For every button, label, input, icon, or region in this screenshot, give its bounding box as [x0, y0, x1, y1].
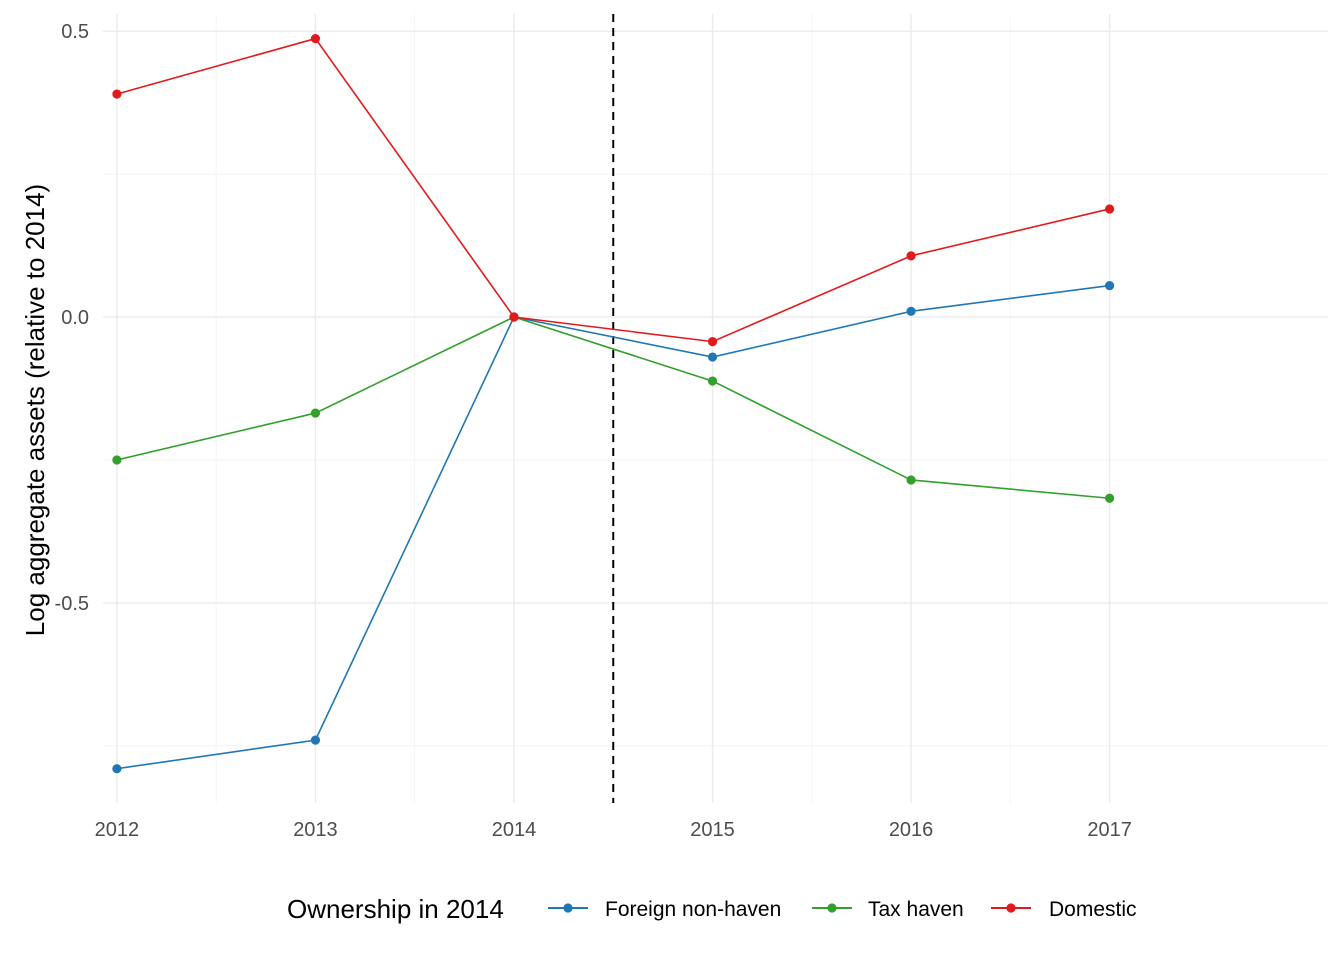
data-point [112, 89, 122, 99]
data-point [707, 352, 718, 362]
series-group [112, 33, 1115, 774]
legend-key-marker [827, 903, 837, 913]
y-tick-label: -0.5 [55, 593, 89, 615]
series-line [116, 284, 1110, 770]
data-point [1105, 204, 1115, 214]
legend-label: Tax haven [868, 898, 964, 921]
legend-title: Ownership in 2014 [287, 894, 504, 924]
grid [103, 14, 1328, 803]
data-point [112, 764, 122, 774]
data-point [310, 33, 321, 44]
legend-key-marker [563, 903, 573, 913]
legend-item: Foreign non-haven [548, 898, 781, 921]
series-line [116, 37, 1110, 343]
data-point [707, 337, 718, 347]
legend-item: Domestic [991, 898, 1137, 921]
data-point [112, 455, 122, 465]
y-axis-title: Log aggregate assets (relative to 2014) [20, 184, 50, 636]
data-point [906, 251, 916, 261]
x-tick-label: 2016 [889, 819, 934, 841]
legend-item: Tax haven [812, 898, 964, 921]
x-tick-label: 2012 [95, 819, 140, 841]
series-domestic [112, 33, 1115, 347]
axes: 2012 2013 2014 2015 2016 2017 0.5 0.0 -0.5 [55, 21, 1132, 841]
data-point [906, 475, 916, 485]
data-point [1105, 493, 1115, 503]
x-tick-label: 2014 [492, 819, 537, 841]
data-point [707, 376, 718, 386]
legend-key-marker [1006, 903, 1016, 913]
data-point [509, 312, 519, 322]
x-tick-label: 2015 [690, 819, 735, 841]
data-point [906, 306, 916, 316]
x-tick-label: 2017 [1087, 819, 1132, 841]
legend-label: Domestic [1049, 898, 1137, 921]
y-tick-label: 0.0 [61, 307, 89, 329]
legend-items: Foreign non-haven Tax haven Domestic [548, 898, 1137, 921]
data-point [1105, 280, 1115, 291]
legend-label: Foreign non-haven [605, 898, 781, 921]
legend: Ownership in 2014 Foreign non-haven Tax h… [287, 894, 1137, 924]
y-tick-label: 0.5 [61, 21, 89, 43]
data-point [310, 735, 321, 745]
x-tick-label: 2013 [293, 819, 338, 841]
series-line [116, 316, 1110, 500]
data-point [310, 408, 321, 418]
